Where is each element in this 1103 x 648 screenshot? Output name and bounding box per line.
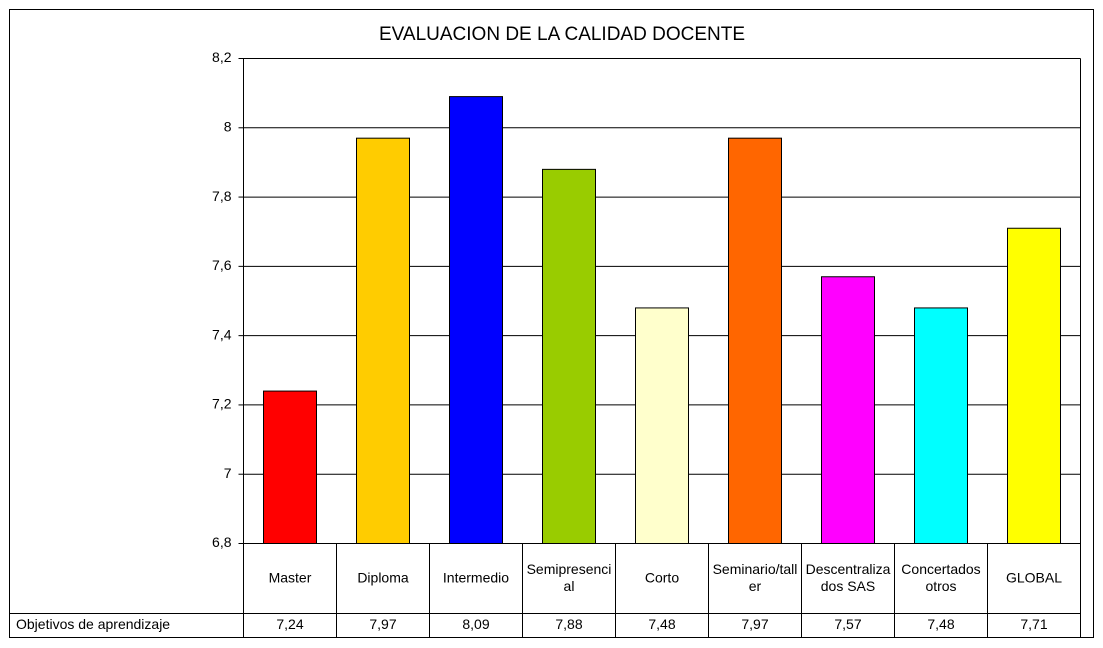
bar — [542, 168, 596, 544]
x-tick-label: Seminario/tall er — [713, 561, 798, 594]
x-tick-label: Descentraliza dos SAS — [806, 561, 891, 594]
bar — [356, 137, 410, 545]
data-table-series-name: Objetivos de aprendizaje — [16, 616, 170, 632]
bar — [1007, 227, 1061, 544]
data-table-value: 8,09 — [462, 616, 489, 632]
bar — [821, 276, 875, 544]
data-table-value: 7,71 — [1020, 616, 1047, 632]
x-tick-label: Intermedio — [443, 569, 509, 585]
y-tick-label: 7,4 — [212, 326, 232, 342]
bar — [914, 307, 968, 544]
data-table-value: 7,48 — [648, 616, 675, 632]
y-tick-label: 8 — [224, 118, 232, 134]
data-table-value: 7,24 — [276, 616, 303, 632]
x-tick-label: Corto — [645, 569, 679, 585]
data-table-value: 7,88 — [555, 616, 582, 632]
y-tick-label: 7 — [224, 465, 232, 481]
x-tick-label: Concertados otros — [901, 561, 980, 594]
x-tick-label: Master — [269, 569, 312, 585]
y-tick-label: 6,8 — [212, 534, 232, 550]
data-table-value: 7,97 — [369, 616, 396, 632]
chart-title: EVALUACION DE LA CALIDAD DOCENTE — [379, 24, 745, 45]
y-tick-label: 7,6 — [212, 257, 232, 273]
x-tick-label: Semipresenci al — [527, 561, 612, 594]
y-tick-label: 7,8 — [212, 188, 232, 204]
bar — [728, 137, 782, 545]
x-tick-label: Diploma — [357, 569, 409, 585]
data-table-value: 7,57 — [834, 616, 861, 632]
bar — [449, 96, 503, 544]
bar — [635, 307, 689, 544]
y-tick-label: 7,2 — [212, 396, 232, 412]
y-tick-label: 8,2 — [212, 49, 232, 65]
data-table-value: 7,97 — [741, 616, 768, 632]
x-tick-label: GLOBAL — [1006, 569, 1062, 585]
data-table-value: 7,48 — [927, 616, 954, 632]
bar — [263, 390, 317, 545]
